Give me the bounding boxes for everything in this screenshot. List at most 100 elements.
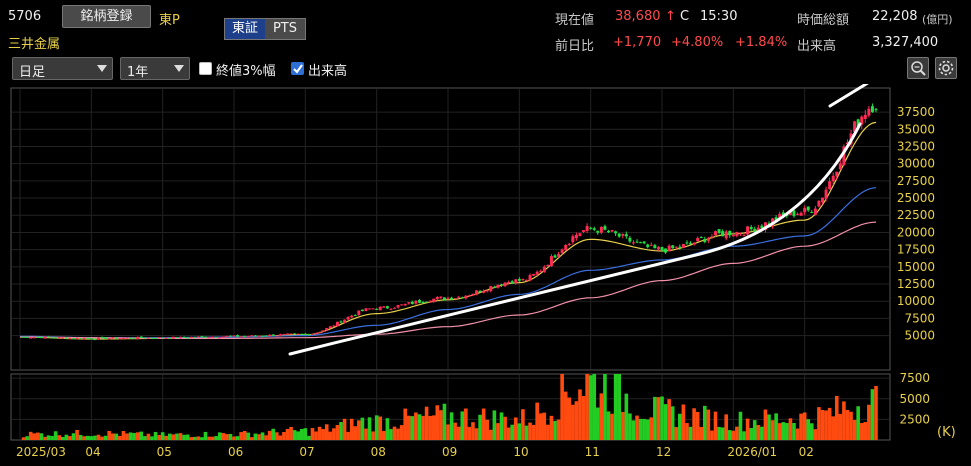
candle-down <box>72 338 75 340</box>
volume-bar <box>135 432 140 440</box>
y-tick-label: 32500 <box>897 139 935 153</box>
candle-up <box>853 121 857 132</box>
candle-down <box>810 212 814 214</box>
candle-up <box>507 282 511 284</box>
candle-up <box>400 304 404 306</box>
y-tick-label: 12500 <box>897 277 935 291</box>
candle-up <box>29 337 33 339</box>
volume-bar <box>324 424 329 440</box>
candle-up <box>125 337 129 339</box>
candle-down <box>271 334 275 336</box>
tab-pts[interactable]: PTS <box>265 19 305 39</box>
close-3pct-checkbox[interactable] <box>199 62 212 75</box>
candle-up <box>821 197 824 203</box>
tab-tse[interactable]: 東証 <box>225 19 265 39</box>
volume-bar <box>767 414 771 440</box>
volume-bar <box>749 427 753 440</box>
candle-down <box>236 335 240 337</box>
candle-up <box>464 295 468 299</box>
volume-bar <box>820 410 825 440</box>
candle-up <box>503 282 507 287</box>
price-chart[interactable]: 5000 7500 10000 12500 15000 17500 20000 22500 25… <box>0 84 971 466</box>
candle-down <box>592 228 596 230</box>
volume-bar <box>567 397 572 440</box>
volume-bar <box>103 435 108 440</box>
volume-bar <box>631 420 636 440</box>
y-tick-label: 17500 <box>897 243 935 257</box>
candle-up <box>667 245 671 252</box>
candle-up <box>457 296 461 298</box>
volume-bar <box>371 431 375 440</box>
candle-down <box>129 337 133 339</box>
volume-bar <box>785 423 789 440</box>
volume-bar <box>200 437 204 440</box>
candle-down <box>54 337 58 339</box>
volume-bar <box>695 411 700 440</box>
volume-bar <box>656 397 661 440</box>
volume-bar <box>460 411 465 440</box>
watchlist-register-button[interactable]: 銘柄登録 <box>62 5 151 28</box>
range-select[interactable]: 1年 <box>120 57 190 80</box>
candle-down <box>261 335 265 337</box>
volume-bar <box>346 431 350 440</box>
candle-down <box>100 337 104 339</box>
volume-bar <box>146 433 151 440</box>
candle-down <box>139 336 143 338</box>
volume-bar <box>360 417 365 440</box>
candle-up <box>475 290 479 295</box>
candle-down <box>154 337 158 339</box>
period-type-select[interactable]: 日足 <box>12 57 113 80</box>
volume-bar <box>157 434 161 440</box>
volume-y-axis-labels: 2500 5000 7500 <box>899 371 930 426</box>
volume-bar <box>481 408 486 440</box>
candle-down <box>93 339 97 341</box>
candle-up <box>528 275 532 281</box>
volume-bar <box>667 399 671 440</box>
volume-bar <box>239 432 243 440</box>
volume-bar <box>357 420 361 440</box>
volume-bar <box>114 433 119 440</box>
period-type-value: 日足 <box>19 65 46 80</box>
volume-bar <box>292 430 297 440</box>
candle-down <box>553 255 557 258</box>
volume-bar <box>57 435 62 440</box>
candle-up <box>521 278 525 280</box>
candle-down <box>856 119 860 127</box>
candle-up <box>446 297 450 299</box>
volume-y-tick-label: 2500 <box>899 412 930 426</box>
volume-bar <box>46 435 51 440</box>
zoom-button[interactable] <box>907 57 929 79</box>
volume-checkbox[interactable] <box>291 62 304 75</box>
volume-bar <box>699 426 704 440</box>
settings-button[interactable] <box>935 57 957 79</box>
candle-up <box>268 334 272 337</box>
volume-bar <box>638 418 643 440</box>
candle-up <box>724 231 728 239</box>
candle-up <box>57 337 61 339</box>
volume-bar <box>410 416 415 440</box>
volume-bar <box>118 435 122 440</box>
volume-bar <box>446 424 450 440</box>
volume-bar <box>745 418 750 440</box>
volume-bar <box>32 433 37 440</box>
volume-bar <box>738 411 743 440</box>
candle-down <box>417 299 421 303</box>
volume-bar <box>53 431 58 440</box>
candle-up <box>546 265 550 267</box>
volume-bar <box>817 407 821 440</box>
volume-bar <box>435 405 440 440</box>
volume-bar <box>713 411 718 440</box>
candle-up <box>286 333 289 335</box>
volume-bar <box>538 413 543 440</box>
volume-bar <box>310 428 315 440</box>
y-tick-label: 35000 <box>897 122 935 136</box>
volume-bar <box>478 414 482 440</box>
candle-down <box>781 212 785 216</box>
volume-bar <box>592 374 597 440</box>
volume-bar <box>253 433 258 440</box>
volume-bar <box>89 436 94 440</box>
volume-bar <box>513 417 518 440</box>
volume-bar <box>492 410 497 440</box>
volume-bar <box>349 418 354 440</box>
volume-bar <box>214 436 218 440</box>
